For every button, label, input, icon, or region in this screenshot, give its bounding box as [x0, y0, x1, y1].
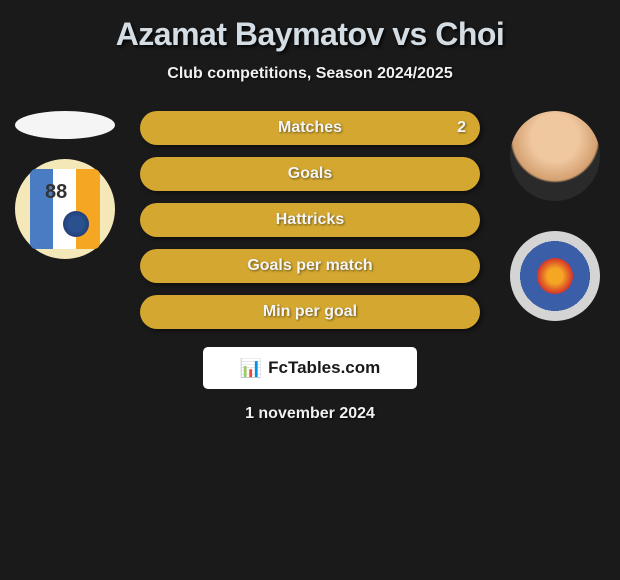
stat-label: Hattricks [276, 211, 344, 229]
watermark-text: FcTables.com [268, 358, 380, 378]
ball-icon [63, 211, 89, 237]
left-player-photo [15, 111, 115, 139]
stat-value-right: 2 [457, 119, 466, 137]
stat-label: Goals per match [247, 257, 372, 275]
watermark: 📊 FcTables.com [203, 347, 417, 389]
stat-label: Min per goal [263, 303, 357, 321]
left-badge-number: 88 [45, 181, 67, 204]
page-title: Azamat Baymatov vs Choi [0, 16, 620, 53]
stat-bar: Goals per match [140, 249, 480, 283]
stat-bar: Hattricks [140, 203, 480, 237]
stat-label: Matches [278, 119, 342, 137]
chart-icon: 📊 [240, 358, 262, 379]
stat-label: Goals [288, 165, 332, 183]
right-club-badge [510, 231, 600, 321]
date-label: 1 november 2024 [0, 405, 620, 423]
stats-list: Matches 2 Goals Hattricks Goals per match Min… [140, 111, 480, 329]
stat-bar: Goals [140, 157, 480, 191]
right-player-column [500, 111, 610, 351]
right-player-photo [510, 111, 600, 201]
stat-bar: Min per goal [140, 295, 480, 329]
left-player-column: 88 [10, 111, 120, 269]
content-area: 88 Matches 2 Goals Hattricks Goals per match… [0, 111, 620, 423]
subtitle: Club competitions, Season 2024/2025 [0, 65, 620, 83]
comparison-card: Azamat Baymatov vs Choi Club competition… [0, 0, 620, 431]
stat-bar: Matches 2 [140, 111, 480, 145]
left-club-badge: 88 [15, 159, 115, 259]
